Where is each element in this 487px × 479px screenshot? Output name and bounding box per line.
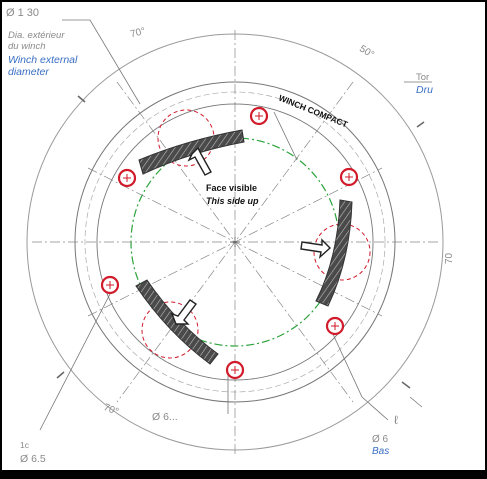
right-top-line1: Tor <box>416 72 429 83</box>
this-side-up-label: This side up <box>206 196 259 206</box>
diameter-top-label: Ø 1 30 <box>6 7 39 19</box>
outer-ticks <box>56 95 425 389</box>
winch-external-line2: diameter <box>8 66 49 78</box>
bottom-left-line1: 1c <box>20 440 30 450</box>
right-mark-label: ℓ <box>394 413 398 427</box>
bolt-hole-icon <box>325 316 345 336</box>
bolt-hole-icon <box>225 360 245 380</box>
diameter-bottom-label: Ø 6... <box>152 411 178 423</box>
face-visible-label: Face visible <box>206 183 257 193</box>
bolt-hole-icon <box>117 168 137 188</box>
diameter-fr-line2: du winch <box>8 41 46 52</box>
angle-top-right-label: 50° <box>357 43 376 60</box>
direction-arrows <box>170 146 332 325</box>
arrow-right-icon <box>300 238 332 259</box>
bolt-hole-icon <box>100 275 120 295</box>
winch-external-line1: Winch external <box>8 54 78 66</box>
plate-top <box>138 129 245 175</box>
leader-lines <box>39 19 432 431</box>
winch-template-drawing: Ø 1 30 Dia. extérieur du winch Winch ext… <box>6 7 455 465</box>
bolt-hole-icon <box>339 167 359 187</box>
angle-bottom-left-label: 70° <box>102 402 120 418</box>
center-mark-icon <box>230 237 240 247</box>
bottom-left-line2: Ø 6.5 <box>20 453 46 465</box>
bottom-right-line2: Bas <box>372 446 389 457</box>
right-top-line2: Dru <box>416 84 433 96</box>
angle-right-label: 70 <box>444 252 455 264</box>
bolt-holes <box>100 106 359 380</box>
bottom-right-line1: Ø 6 <box>372 434 389 445</box>
winch-compact-label: WINCH COMPACT <box>277 93 350 130</box>
plate-right <box>315 199 353 307</box>
angle-top-left-label: 70° <box>129 26 146 40</box>
drawing-sheet: Ø 1 30 Dia. extérieur du winch Winch ext… <box>2 2 485 470</box>
bolt-hole-icon <box>249 106 269 126</box>
bottom-border <box>0 472 487 479</box>
arrow-bottom-icon <box>170 299 198 325</box>
arrow-top-icon <box>187 146 212 176</box>
diameter-fr-line1: Dia. extérieur <box>8 30 65 41</box>
